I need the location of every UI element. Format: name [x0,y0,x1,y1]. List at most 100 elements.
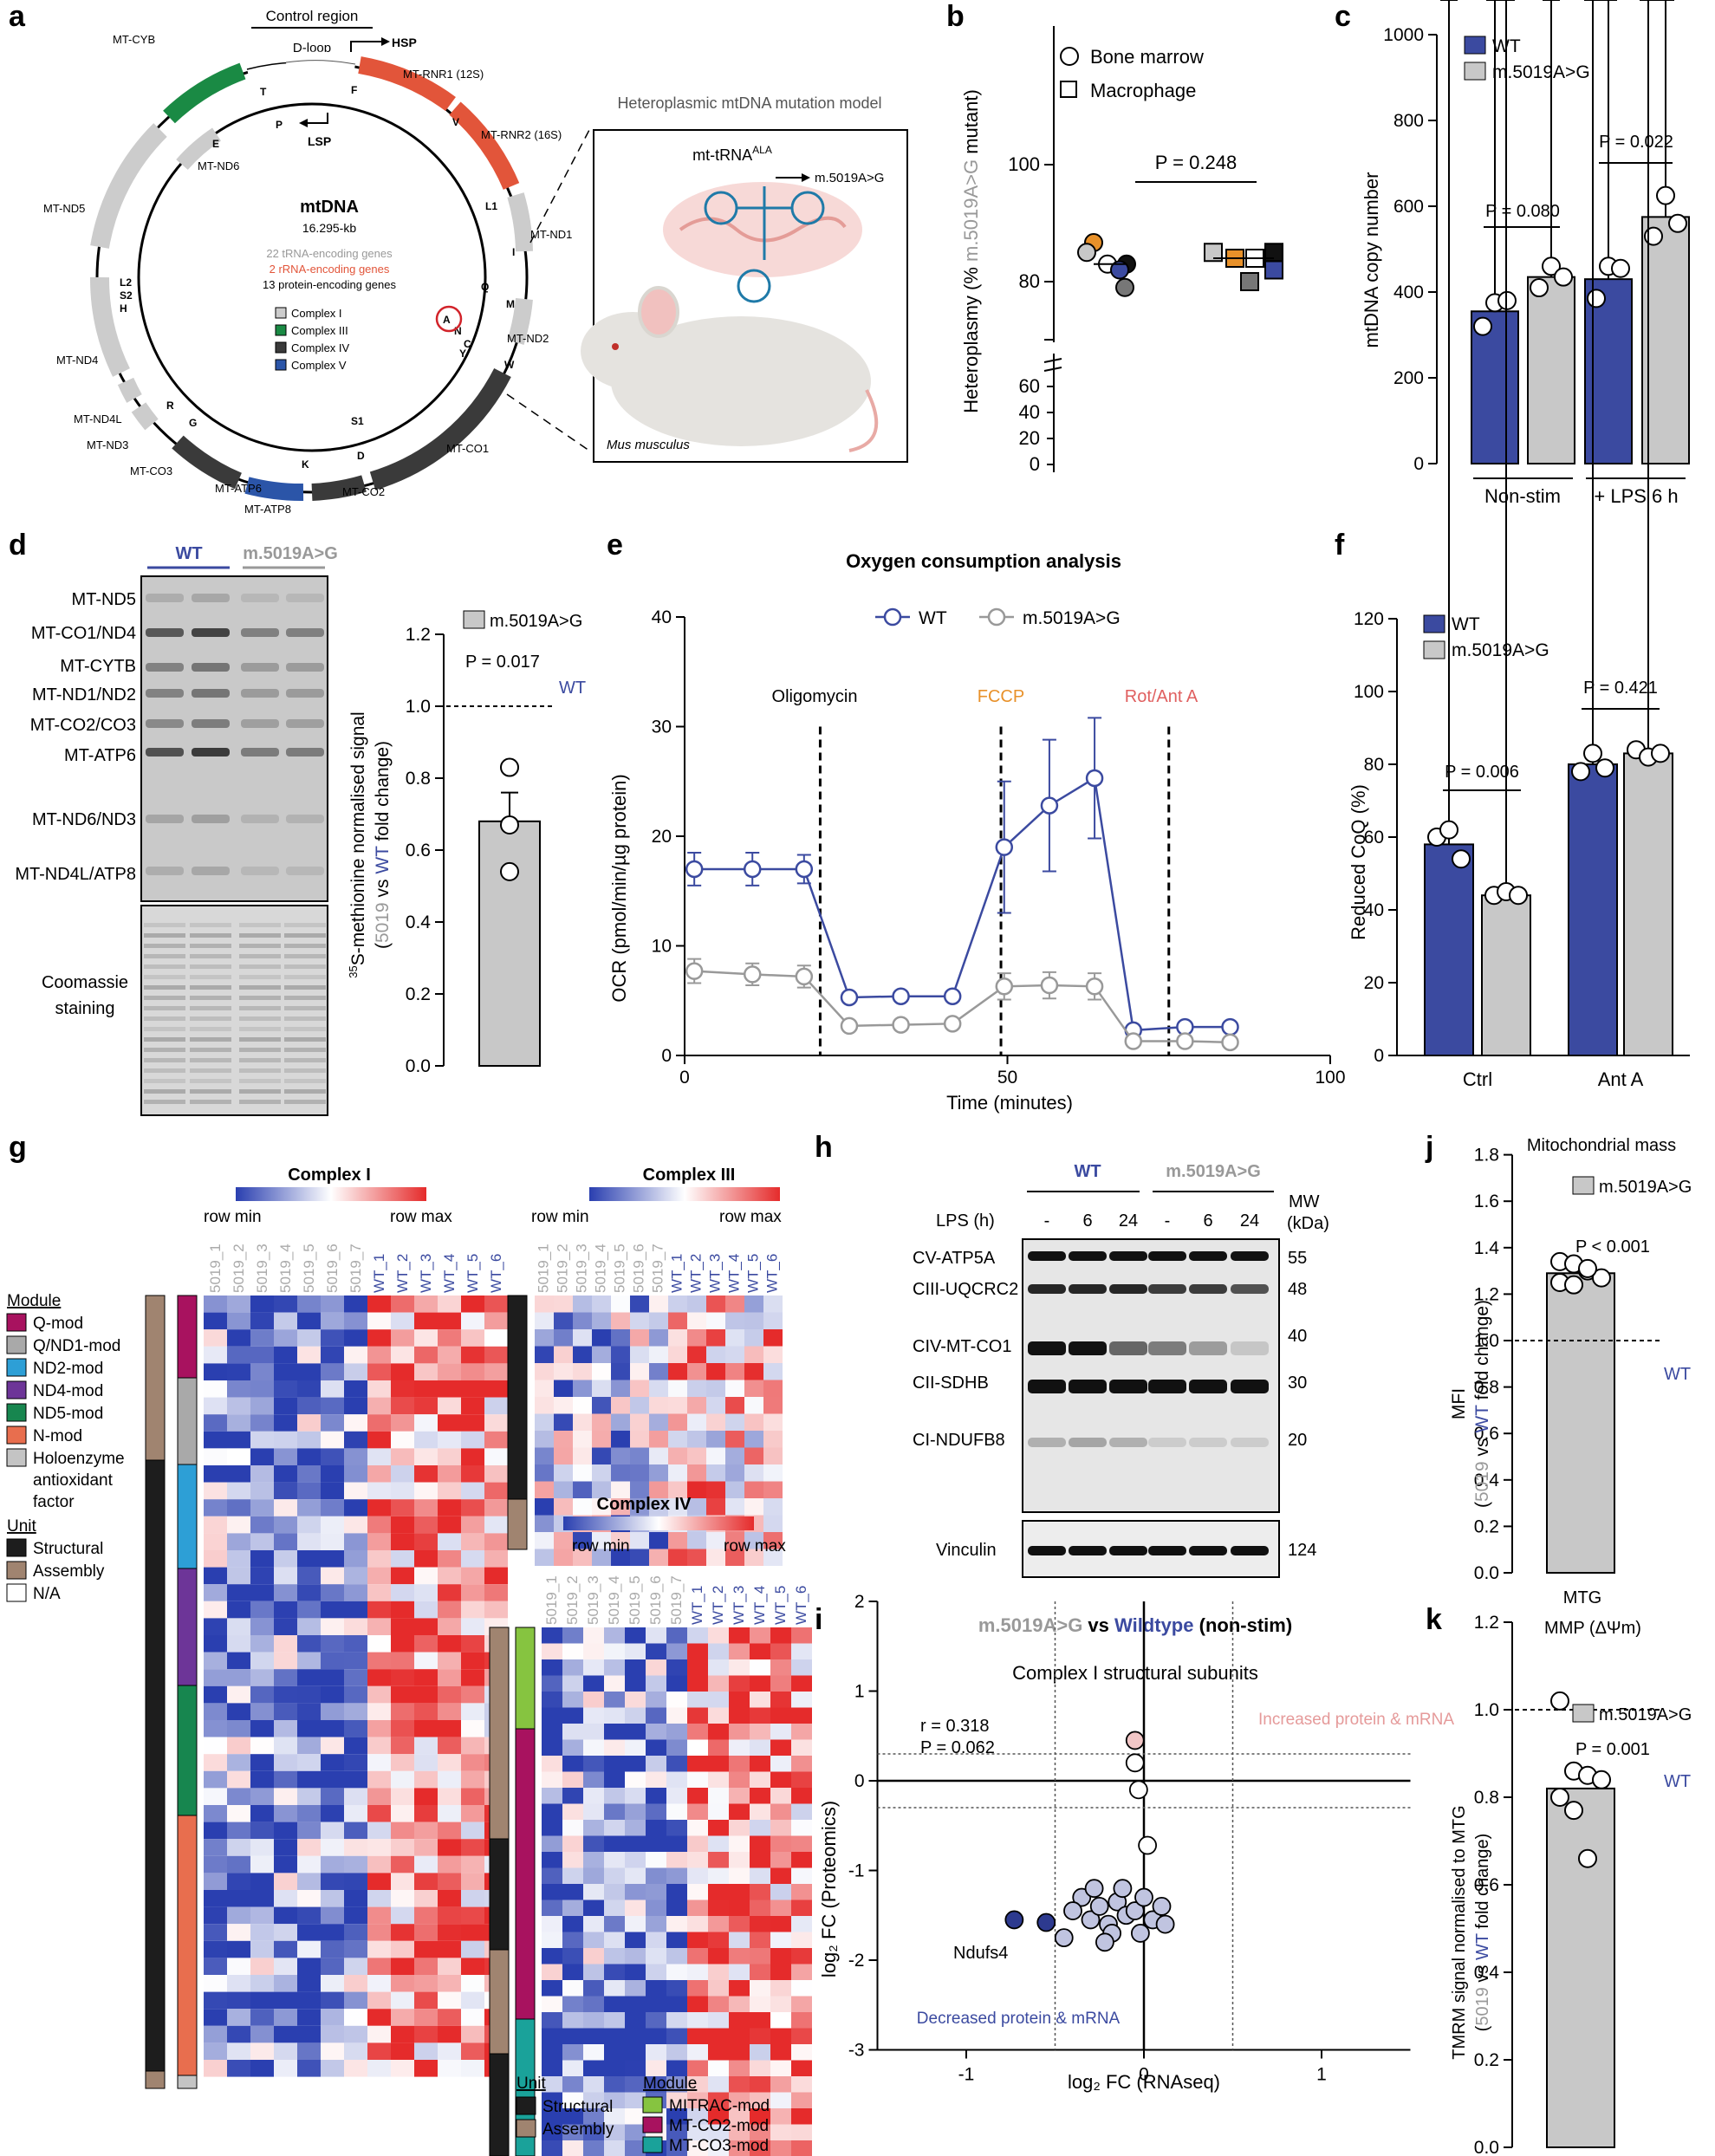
g-c1-cell [367,1363,391,1380]
g-c3-cell [630,1380,649,1397]
g-c1-cell [438,1890,461,1907]
g-c1-cell [274,1448,297,1465]
g-c3-colorbar [589,1187,780,1201]
g-c1-cell [204,1737,227,1755]
h-band [1028,1546,1066,1555]
d-coomassie-band [144,996,185,1000]
g-c4-cell [583,1771,604,1788]
g-c4-cell [625,1756,646,1772]
d-coomassie-band [239,1100,281,1104]
g-c1-cell [461,2042,484,2060]
g-c1-cell [367,1720,391,1737]
g-c4-cell [750,1756,770,1772]
d-y-tick-label: 1.0 [406,697,431,717]
g-c1-cell [367,1601,391,1619]
control-region-label: Control region [266,8,359,24]
label-rnr2: MT-RNR2 (16S) [481,128,562,141]
g-c1-cell [344,1397,367,1415]
g-c1-cell [461,1380,484,1398]
g-c4-cell [604,2012,625,2029]
c-point [1611,258,1630,278]
j-y-tick-label: 0.4 [1474,1471,1500,1490]
i-point [1131,1924,1150,1943]
g-c1-cell [321,1906,344,1925]
g-c1-cell [344,1720,367,1737]
g-c4-cell [770,2012,791,2029]
g-c4-cell [729,1724,750,1740]
g-c1-cell [414,1669,438,1686]
d-mut-label: m.5019A>G [243,544,338,563]
g-c1-cell [391,1906,414,1925]
g-c3-cell [592,1312,611,1329]
label-atp8: MT-ATP8 [244,503,291,516]
g-c1-cell [414,1533,438,1550]
j-y-tick-label: 0.6 [1474,1424,1499,1444]
gene-nd3 [131,402,159,431]
d-coomassie-band [190,1058,231,1062]
h-mw-48: 48 [1288,1280,1307,1299]
d-band [146,748,184,757]
g-c4-cell [729,1756,750,1772]
c-y-tick-label: 1000 [1383,25,1424,45]
g-c1-cell [461,1805,484,1822]
g-c1-cell [250,1991,274,2010]
g-c1-cell [297,1296,321,1313]
g-c1-cell [438,1822,461,1840]
g-c1-cell [414,1312,438,1330]
g-c1-cell [391,1465,414,1483]
g-c1-cell [344,1805,367,1822]
g-c1-cell [461,1431,484,1449]
g-c1-cell [321,1788,344,1805]
g-c3-cell [744,1380,763,1397]
g-c1-cell [367,1380,391,1398]
g-c3-cell [630,1431,649,1448]
e-point [1040,976,1059,995]
g-c3-cell [554,1498,573,1516]
g-c4-cell [542,1627,562,1644]
g-c4-cell [791,1835,812,1852]
i-r: r = 0.318 [920,1717,990,1736]
g-c1-cell [297,1601,321,1619]
g-c1-cell [250,1652,274,1670]
g-c3-cell [744,1312,763,1329]
d-coomassie-band [239,1027,281,1031]
g-c4-cell [646,1756,666,1772]
c-point [1554,267,1573,287]
b-legend-macrophage: Macrophage [1090,80,1196,101]
g-c3-cell [573,1431,592,1448]
b-legend-bone-marrow: Bone marrow [1090,46,1204,68]
h-mw-30: 30 [1288,1373,1307,1393]
g-c1-cell [414,1822,438,1840]
g-col-label: WT_2 [687,1254,704,1293]
g-c1-cell [204,1873,227,1890]
g-c4-cell [687,2140,708,2156]
g-c4-cell [687,1884,708,1900]
h-band [1148,1546,1186,1555]
g-c3-cell [725,1464,744,1482]
g-c1-cell [227,1414,250,1432]
trna-l1: L1 [485,200,497,212]
g-c1-cell [344,1873,367,1890]
h-band [1069,1380,1107,1393]
g-c1-cell [321,1890,344,1907]
trna-v: V [452,116,459,128]
g-c1-cell [297,1465,321,1483]
d-legend: m.5019A>G [490,612,582,631]
g-c3-cell [592,1296,611,1313]
g-c3-cell [649,1498,668,1516]
d-coomassie-band [239,933,281,938]
g-c1-cell [321,1839,344,1856]
i-x-tick-label: 1 [1316,2065,1327,2085]
f-bar [1623,752,1673,1057]
g-c4-cell [770,1867,791,1884]
e-y-tick-label: 0 [661,1046,672,1066]
g-c1-cell [344,1635,367,1653]
model-mutation: m.5019A>G [815,171,884,185]
g-c1-cell [367,1584,391,1601]
g-c4-cell [542,2044,562,2061]
g-c4-cell [625,1659,646,1676]
label-nd2: MT-ND2 [507,332,549,345]
g-c4-cell [791,1803,812,1820]
d-coomassie-band [190,923,231,927]
